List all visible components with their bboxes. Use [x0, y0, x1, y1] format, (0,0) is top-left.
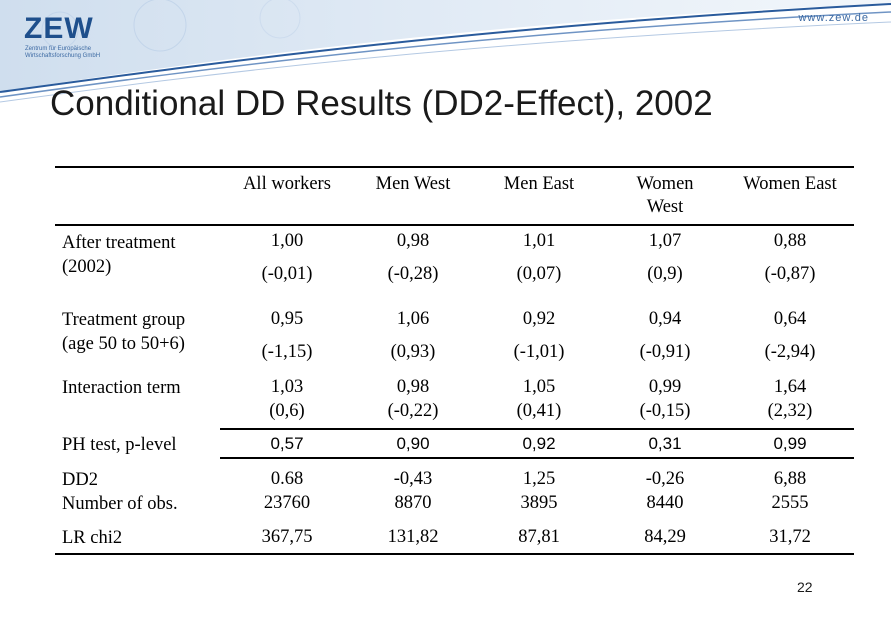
- table-cell: 3895: [520, 493, 558, 513]
- table-cell: 1,06: [396, 309, 430, 329]
- table-cell: 1,07: [648, 231, 682, 251]
- table-cell: 0,88: [773, 231, 807, 251]
- table-cell: 87,81: [518, 527, 560, 547]
- table-cell: 23760: [263, 493, 311, 513]
- table-cell: 1,64: [773, 377, 807, 397]
- table-cell: 1,25: [522, 469, 556, 489]
- table-cell: -0,26: [645, 469, 685, 489]
- table-cell: 0.68: [270, 469, 304, 489]
- table-cell: (0,9): [647, 264, 683, 284]
- table-cell: 1,00: [270, 231, 304, 251]
- table-cell: 84,29: [644, 527, 686, 547]
- table-cell: (-0,28): [387, 264, 439, 284]
- ph-bottom-rule: [220, 457, 854, 459]
- table-cell: 0,98: [396, 377, 430, 397]
- table-cell: 367,75: [261, 527, 313, 547]
- table-cell: (-0,01): [261, 264, 313, 284]
- column-header: Men East: [503, 174, 575, 194]
- row-label-interaction: Interaction term: [62, 378, 181, 398]
- table-cell: 8440: [646, 493, 684, 513]
- table-cell: 1,01: [522, 231, 556, 251]
- table-cell: 0,31: [648, 434, 682, 453]
- table-cell: (-0,22): [387, 401, 439, 421]
- table-cell: (-0,15): [639, 401, 691, 421]
- table-cell: (-2,94): [764, 342, 816, 362]
- row-label-after-treatment: After treatment (2002): [62, 231, 212, 279]
- table-cell: 2555: [771, 493, 809, 513]
- column-header: Women West: [636, 174, 694, 217]
- table-cell: (0,07): [516, 264, 562, 284]
- table-cell: 6,88: [773, 469, 807, 489]
- row-label-dd2: DD2: [62, 470, 98, 490]
- table-cell: 1,03: [270, 377, 304, 397]
- table-cell: 0,92: [522, 434, 556, 453]
- table-cell: (0,41): [516, 401, 562, 421]
- header-banner: [0, 0, 891, 103]
- zew-logo: ZEW: [24, 12, 94, 45]
- table-cell: (2,32): [767, 401, 813, 421]
- table-cell: (-1,01): [513, 342, 565, 362]
- row-label-nobs: Number of obs.: [62, 494, 178, 514]
- table-cell: (0,6): [269, 401, 305, 421]
- table-cell: 0,99: [773, 434, 807, 453]
- table-cell: 0,94: [648, 309, 682, 329]
- table-cell: (-1,15): [261, 342, 313, 362]
- slide-title: Conditional DD Results (DD2-Effect), 200…: [50, 84, 713, 123]
- row-label-text: Treatment group (age 50 to 50+6): [62, 310, 186, 354]
- table-cell: (0,93): [390, 342, 436, 362]
- logo-subtitle: Zentrum für Europäische Wirtschaftsforsc…: [25, 46, 101, 59]
- table-cell: 131,82: [387, 527, 439, 547]
- table-top-rule: [55, 166, 854, 168]
- row-label-ph-test: PH test, p-level: [62, 435, 177, 455]
- table-cell: 0,90: [396, 434, 430, 453]
- table-cell: 31,72: [769, 527, 811, 547]
- column-header: All workers: [243, 174, 331, 194]
- table-cell: 0,98: [396, 231, 430, 251]
- table-cell: 0,64: [773, 309, 807, 329]
- table-cell: 1,05: [522, 377, 556, 397]
- ph-top-rule: [220, 428, 854, 430]
- site-url: www.zew.de: [798, 12, 869, 24]
- table-cell: 0,57: [270, 434, 304, 453]
- table-cell: 0,92: [522, 309, 556, 329]
- table-bottom-rule: [55, 553, 854, 555]
- table-cell: (-0,87): [764, 264, 816, 284]
- header-bottom-rule: [55, 224, 854, 226]
- row-label-treatment-group: Treatment group (age 50 to 50+6): [62, 308, 212, 356]
- column-header: Women East: [743, 174, 837, 194]
- table-cell: 0,99: [648, 377, 682, 397]
- page-number: 22: [797, 579, 813, 595]
- table-cell: 0,95: [270, 309, 304, 329]
- table-cell: -0,43: [393, 469, 433, 489]
- row-label-text: After treatment (2002): [62, 233, 176, 277]
- column-header: Men West: [375, 174, 451, 194]
- table-cell: (-0,91): [639, 342, 691, 362]
- table-cell: 8870: [394, 493, 432, 513]
- row-label-lr-chi2: LR chi2: [62, 528, 123, 548]
